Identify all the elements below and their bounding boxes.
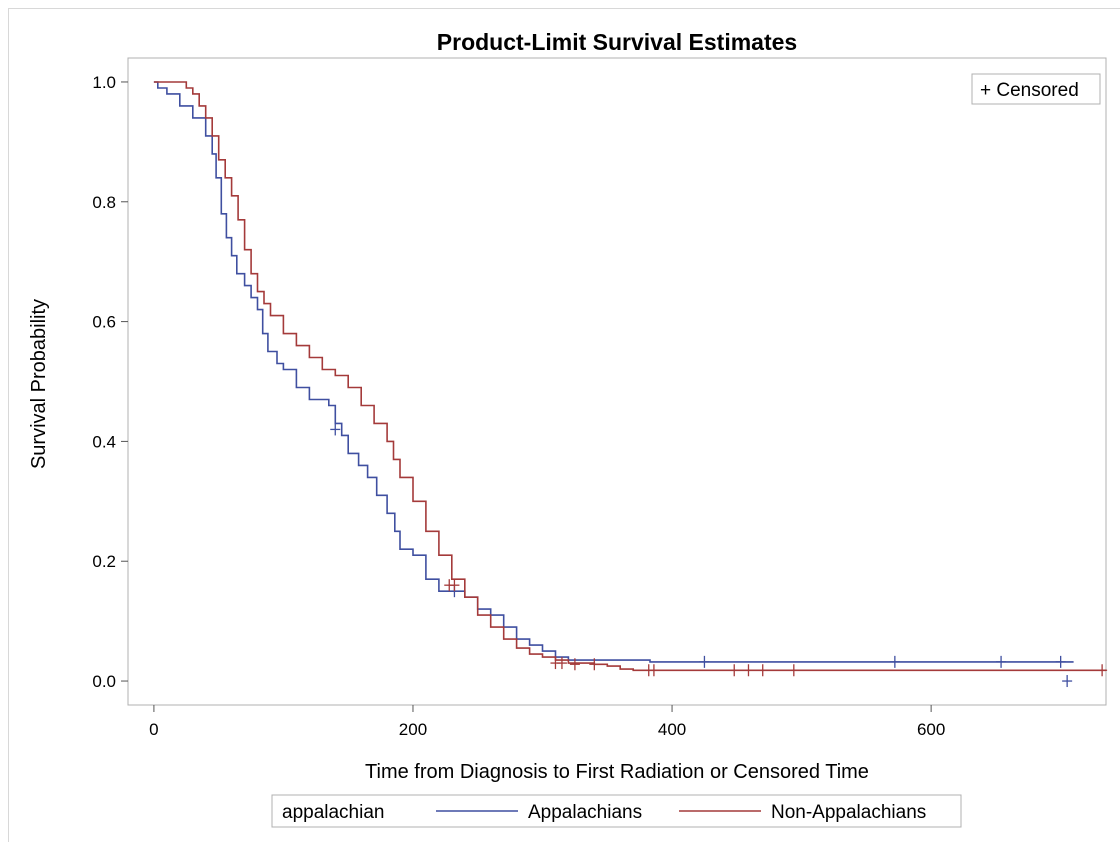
y-tick-label: 0.2: [92, 552, 116, 571]
legend-label-appalachians: Appalachians: [528, 802, 642, 823]
series-legend-box: [271, 794, 962, 828]
censored-legend: + Censored: [971, 73, 1101, 105]
series-line-appalachians: [153, 81, 1074, 663]
x-axis-label: Time from Diagnosis to First Radiation o…: [365, 761, 869, 783]
y-axis: 0.0 0.2 0.4 0.6 0.8 1.0: [92, 73, 128, 691]
y-tick-label: 0.4: [92, 432, 116, 451]
y-tick-label: 0.6: [92, 313, 116, 332]
x-tick-label: 200: [399, 720, 427, 739]
y-axis-label: Survival Probability: [28, 299, 50, 469]
chart-title: Product-Limit Survival Estimates: [437, 29, 797, 55]
series-line-non-appalachians: [153, 81, 1106, 672]
series-layer: [153, 81, 1108, 688]
frame-left-border: [8, 8, 9, 842]
x-axis: 0 200 400 600: [149, 705, 945, 739]
y-tick-label: 1.0: [92, 73, 116, 92]
y-tick-label: 0.8: [92, 193, 116, 212]
legend-label-non-appalachians: Non-Appalachians: [771, 802, 926, 823]
censored-legend-label: + Censored: [980, 80, 1079, 101]
series-legend-title: appalachian: [282, 802, 384, 823]
series-legend: appalachian Appalachians Non-Appalachian…: [271, 794, 962, 828]
censored-legend-box: [971, 73, 1101, 105]
plot-area: [127, 57, 1107, 706]
x-tick-label: 400: [658, 720, 686, 739]
x-tick-label: 0: [149, 720, 158, 739]
frame-top-border: [8, 8, 1120, 9]
y-tick-label: 0.0: [92, 672, 116, 691]
x-tick-label: 600: [917, 720, 945, 739]
